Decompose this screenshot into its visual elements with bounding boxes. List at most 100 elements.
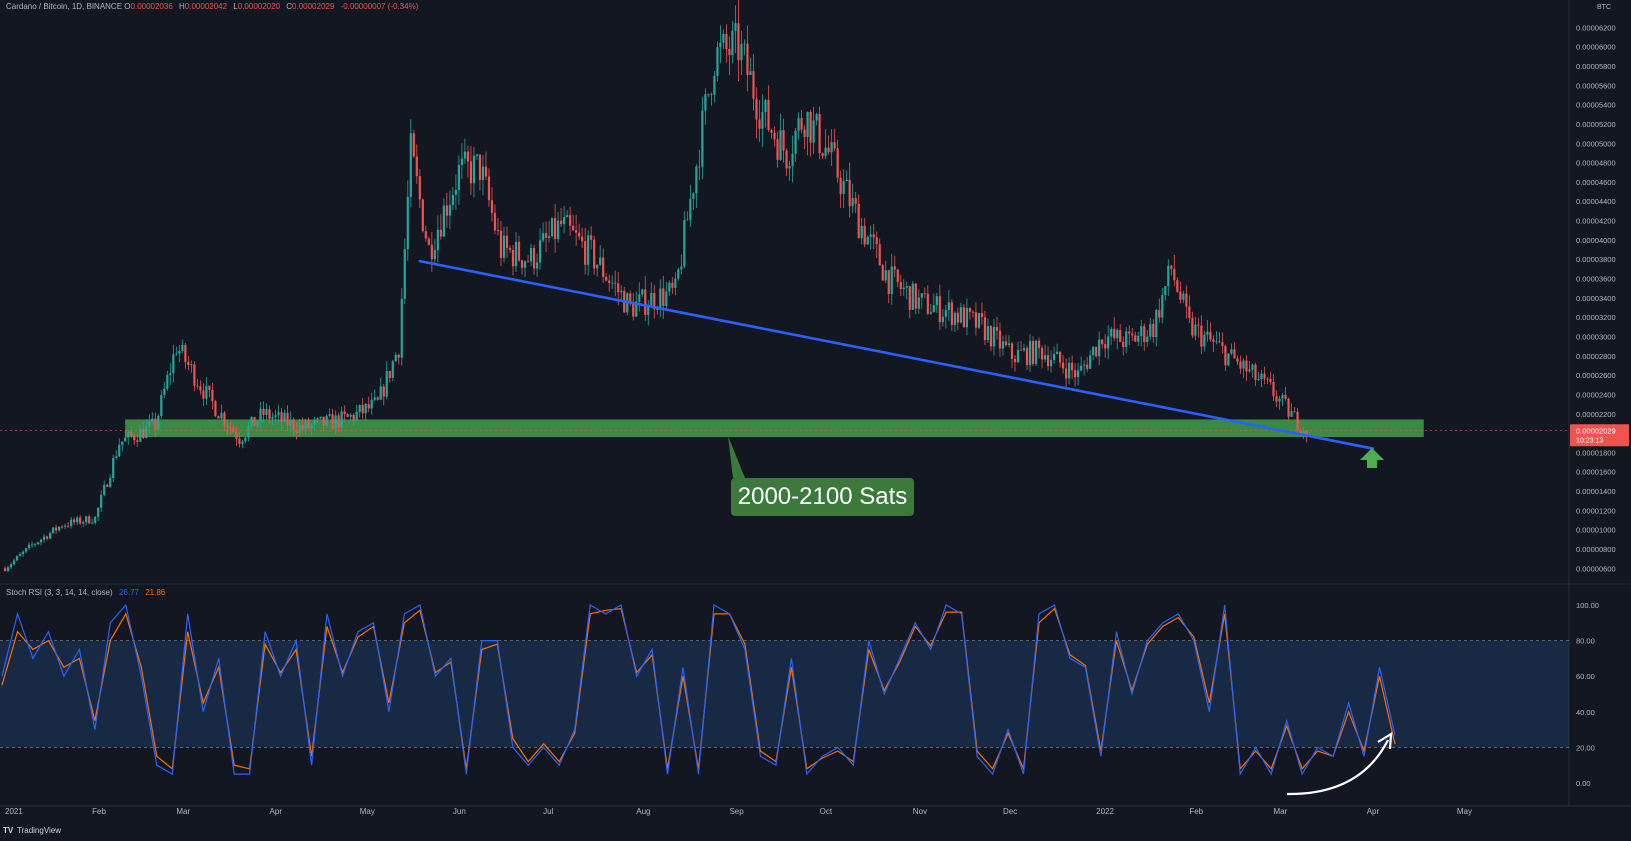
support-zone[interactable] (125, 419, 1424, 438)
low-value: 0.00002020 (237, 2, 281, 11)
open-value: 0.00002036 (130, 2, 173, 11)
candle-body (274, 415, 277, 418)
candle-body (226, 425, 229, 428)
candle-body (1116, 329, 1119, 339)
candle-body (1080, 365, 1083, 371)
candle-body (599, 257, 602, 265)
candle-body (145, 426, 148, 438)
candle-body (160, 394, 163, 416)
candle-body (106, 484, 109, 487)
candle-body (713, 75, 716, 95)
candle-body (878, 244, 881, 266)
candle-body (295, 430, 298, 434)
candle-body (352, 415, 355, 421)
candle-body (196, 385, 199, 387)
price-tick-label: 0.00003800 (1576, 255, 1616, 264)
stoch-title[interactable]: Stoch RSI (3, 3, 14, 14, close) (6, 588, 113, 597)
candle-body (647, 306, 650, 315)
zone-label-text: 2000-2100 Sats (738, 483, 907, 510)
candle-body (1134, 335, 1137, 342)
candle-body (710, 93, 713, 95)
candle-body (590, 235, 593, 240)
candle-body (782, 130, 785, 151)
candle-body (448, 205, 451, 216)
candle-body (743, 43, 746, 45)
candle-body (1019, 349, 1023, 351)
candle-body (445, 205, 448, 216)
candle-body (851, 198, 854, 207)
candle-body (860, 225, 863, 239)
candle-body (334, 415, 337, 429)
time-tick-label: Mar (1274, 807, 1288, 816)
candle-body (1266, 378, 1269, 380)
candle-body (875, 237, 878, 245)
footer-bar: TV TradingView (0, 826, 1631, 836)
change-value: -0.00000007 (-0.34%) (340, 2, 419, 11)
candle-body (151, 418, 154, 422)
candle-body (181, 344, 184, 352)
time-tick-label: Apr (270, 807, 283, 816)
stoch-k-line[interactable] (1, 603, 1396, 777)
candle-body (656, 309, 659, 311)
descending-trendline[interactable] (418, 259, 1375, 450)
candle-body (1215, 341, 1218, 343)
candle-body (1146, 336, 1149, 343)
candle-body (1191, 317, 1194, 336)
candle-body (217, 416, 220, 419)
candle-body (767, 100, 770, 131)
candle-body (992, 327, 996, 347)
candle-body (995, 327, 999, 331)
symbol-title[interactable]: Cardano / Bitcoin, 1D, BINANCE (6, 2, 123, 11)
candle-body (460, 158, 464, 165)
candle-body (115, 456, 118, 459)
candle-body (803, 129, 806, 137)
candle-body (1086, 364, 1089, 369)
candle-body (1055, 351, 1059, 354)
tradingview-brand[interactable]: TradingView (17, 826, 62, 835)
candle-body (944, 310, 947, 317)
candle-body (301, 424, 304, 430)
candle-body (9, 564, 13, 568)
candle-body (800, 118, 803, 130)
candle-body (809, 112, 812, 143)
candle-body (1058, 351, 1062, 363)
candle-body (424, 231, 427, 239)
candle-body (728, 49, 731, 56)
candle-body (689, 198, 692, 220)
candle-body (773, 132, 776, 140)
candle-body (614, 282, 617, 284)
candle-body (1158, 310, 1161, 318)
time-tick-label: May (1457, 807, 1472, 816)
candle-body (740, 44, 743, 61)
candle-body (133, 435, 136, 441)
candle-body (884, 270, 887, 281)
candle-body (1260, 373, 1263, 380)
candle-body (836, 148, 839, 178)
close-value: 0.00002029 (292, 2, 335, 11)
candle-body (268, 409, 271, 419)
candle-body (12, 560, 16, 565)
candle-body (112, 458, 115, 478)
price-tick-label: 0.00003000 (1576, 332, 1616, 341)
stoch-tick-label: 0.00 (1576, 779, 1591, 788)
candle-body (644, 289, 647, 315)
candle-body (1296, 411, 1299, 430)
candle-body (761, 112, 764, 129)
tradingview-logo-icon[interactable]: TV (3, 826, 14, 835)
candle-body (433, 250, 436, 260)
candle-body (1269, 379, 1272, 382)
candle-body (1104, 344, 1107, 349)
candle-body (1040, 347, 1044, 360)
zone-label-box[interactable] (731, 478, 914, 516)
candle-body (902, 287, 905, 289)
candle-body (1236, 358, 1239, 362)
candle-body (659, 288, 662, 310)
last-price-value: 0.00002029 (1576, 426, 1616, 435)
candle-body (1110, 328, 1113, 337)
candle-body (391, 361, 394, 378)
candle-body (475, 154, 479, 156)
price-tick-label: 0.00005800 (1576, 62, 1616, 71)
candle-body (421, 199, 424, 232)
